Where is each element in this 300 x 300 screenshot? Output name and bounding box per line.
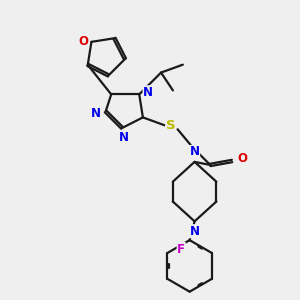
Text: N: N bbox=[91, 107, 101, 120]
Text: N: N bbox=[190, 146, 200, 158]
Text: N: N bbox=[143, 86, 153, 99]
Text: O: O bbox=[237, 152, 247, 166]
Text: S: S bbox=[166, 119, 175, 132]
Text: O: O bbox=[79, 35, 88, 48]
Text: F: F bbox=[177, 243, 185, 256]
Text: N: N bbox=[190, 225, 200, 238]
Text: N: N bbox=[119, 131, 129, 144]
